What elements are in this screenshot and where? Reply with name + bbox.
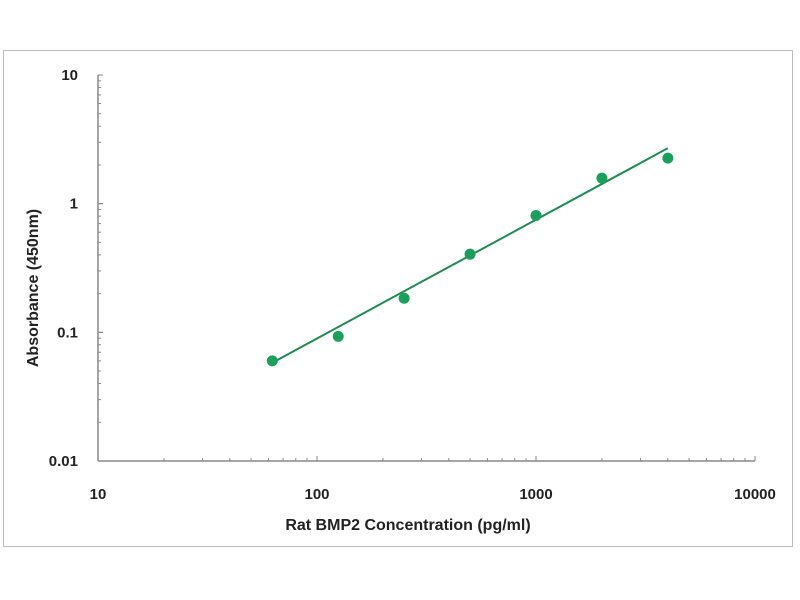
- y-tick-label: 1: [70, 196, 78, 213]
- data-point: [530, 209, 542, 221]
- axes: 10 100 1000 10000 0.01 0.1 1 10: [49, 67, 776, 503]
- y-axis-title: Absorbance (450nm): [25, 209, 42, 367]
- data-point: [266, 355, 278, 367]
- y-tick-label: 10: [61, 67, 78, 84]
- data-point: [332, 330, 344, 342]
- x-tick-label: 1000: [519, 486, 552, 503]
- y-tick-label: 0.01: [49, 453, 78, 470]
- x-tick-label: 10: [90, 486, 107, 503]
- x-tick-label: 10000: [734, 486, 776, 503]
- chart-frame: [3, 50, 793, 547]
- data-point: [662, 152, 674, 164]
- marks: [266, 147, 674, 367]
- x-tick-label: 100: [304, 486, 329, 503]
- y-tick-label: 0.1: [57, 324, 78, 341]
- data-point: [464, 248, 476, 260]
- data-point: [596, 172, 608, 184]
- x-axis-title: Rat BMP2 Concentration (pg/ml): [285, 517, 530, 534]
- data-point: [398, 292, 410, 304]
